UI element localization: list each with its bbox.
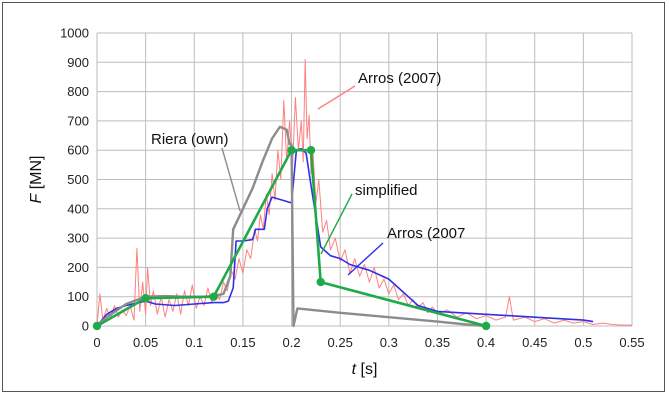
series-layer <box>92 58 632 331</box>
x-axis-title: t [s] <box>352 361 378 378</box>
y-tick-label: 300 <box>67 231 89 246</box>
y-tick-label: 700 <box>67 113 89 128</box>
series-point-green <box>481 321 491 331</box>
x-tick-label: 0.05 <box>133 335 158 350</box>
annotation-label: Arros (2007 <box>387 225 465 242</box>
y-tick-label: 500 <box>67 172 89 187</box>
annotation-leader <box>317 85 356 110</box>
annotation-leader <box>320 193 353 255</box>
y-tick-label: 100 <box>67 289 89 304</box>
series-point-green <box>287 146 296 155</box>
chart: Arros (2007) Riera (own) simplified Arros (… <box>28 26 645 379</box>
series-point-green <box>316 277 325 287</box>
x-tick-label: 0.4 <box>477 335 495 350</box>
x-tick-label: 0.2 <box>283 335 301 350</box>
annotation-label: Arros (2007) <box>358 70 441 87</box>
y-tick-label: 800 <box>67 84 89 99</box>
y-tick-label: 400 <box>67 201 89 216</box>
annotation-label: Riera (own) <box>151 131 229 148</box>
x-tick-label: 0.5 <box>574 335 592 350</box>
annotation-label: simplified <box>355 182 418 199</box>
series-point-green <box>306 146 316 155</box>
series-line-gray <box>96 125 487 328</box>
x-tick-label: 0.3 <box>380 335 398 350</box>
y-axis-title: F [MN] <box>28 156 45 204</box>
annotations: Arros (2007) Riera (own) simplified Arros (… <box>151 70 465 276</box>
y-tick-label: 200 <box>67 260 89 275</box>
series-point-green <box>141 293 150 303</box>
chart-frame: Arros (2007) Riera (own) simplified Arros (… <box>2 2 665 392</box>
x-tick-label: 0.1 <box>185 335 203 350</box>
annotation-leader <box>221 147 241 212</box>
y-tick-label: 900 <box>67 55 89 70</box>
x-tick-label: 0.25 <box>328 335 353 350</box>
series-point-green <box>209 292 218 301</box>
x-tick-label: 0.35 <box>425 335 450 350</box>
annotation-leader <box>347 242 384 276</box>
y-tick-label: 1000 <box>60 26 89 41</box>
y-tick-label: 0 <box>82 319 89 334</box>
series-point-green <box>92 321 102 331</box>
x-tick-label: 0.15 <box>230 335 255 350</box>
y-tick-label: 600 <box>67 143 89 158</box>
series-line-red <box>96 58 632 327</box>
x-tick-label: 0.55 <box>619 335 644 350</box>
tick-labels: 0 100 200 300 400 500 600 700 800 900 1000 0 0.05 0.1… <box>60 26 645 351</box>
series-line-blue <box>96 147 594 327</box>
x-tick-label: 0 <box>93 335 100 350</box>
gridlines <box>96 32 633 327</box>
x-tick-label: 0.45 <box>522 335 547 350</box>
